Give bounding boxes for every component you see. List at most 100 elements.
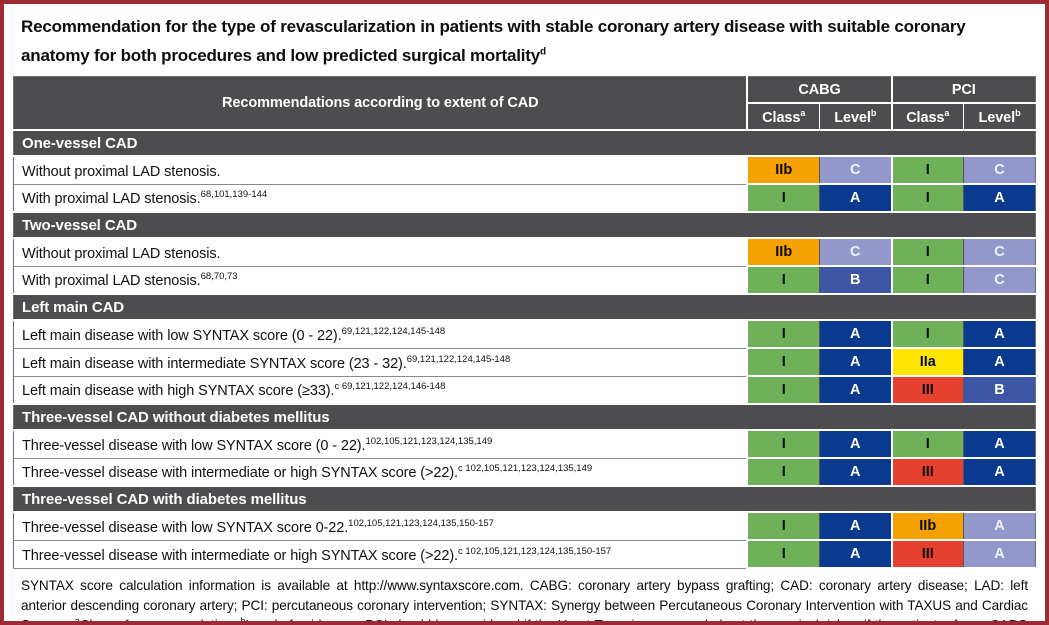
pci-level-badge: C: [963, 237, 1036, 268]
table-row: Without proximal LAD stenosis. IIb C I C: [13, 237, 1036, 268]
section-header-row: Three-vessel CAD without diabetes mellit…: [13, 403, 1036, 432]
pci-level-badge: A: [963, 183, 1036, 214]
row-references: 69,121,122,124,145-148: [341, 325, 446, 337]
table-row: Three-vessel disease with intermediate o…: [13, 457, 1036, 488]
cabg-level-badge: A: [818, 539, 892, 570]
header-recommendations: Recommendations according to extent of C…: [13, 76, 749, 131]
row-references: c 69,121,122,124,146-148: [334, 381, 446, 393]
header-pci: PCI: [890, 76, 1036, 105]
cabg-level-badge: C: [818, 237, 892, 268]
cabg-level-badge: A: [818, 511, 892, 542]
class-footnote-marker: a: [800, 108, 806, 119]
recommendations-table: Recommendations according to extent of C…: [13, 76, 1036, 570]
pci-level-badge: A: [963, 347, 1036, 378]
section-header-row: Two-vessel CAD: [13, 211, 1036, 240]
subheader-pci-class: Classa: [890, 103, 964, 132]
pci-class-badge: I: [890, 265, 964, 296]
section-header-row: Three-vessel CAD with diabetes mellitus: [13, 485, 1036, 514]
pci-class-badge: IIb: [890, 511, 964, 542]
section-header-two-vessel: Two-vessel CAD: [13, 211, 1036, 240]
pci-level-badge: A: [963, 511, 1036, 542]
pci-class-badge: I: [890, 319, 964, 350]
table-row: Left main disease with low SYNTAX score …: [13, 319, 1036, 350]
table-title: Recommendation for the type of revascula…: [13, 8, 1036, 76]
header-cabg: CABG: [746, 76, 892, 105]
pci-class-badge: I: [890, 237, 964, 268]
row-text: Without proximal LAD stenosis.: [22, 245, 221, 262]
cabg-level-badge: A: [818, 429, 892, 460]
cabg-class-badge: I: [746, 511, 820, 542]
pci-class-badge: I: [890, 429, 964, 460]
table-row: With proximal LAD stenosis.68,70,73 I B …: [13, 265, 1036, 296]
subheader-cabg-class: Classa: [746, 103, 820, 132]
pci-class-badge: I: [890, 183, 964, 214]
pci-class-badge: III: [890, 539, 964, 570]
cabg-class-badge: I: [746, 375, 820, 406]
row-text: With proximal LAD stenosis.: [22, 273, 201, 290]
subheader-cabg-level: Levelb: [818, 103, 892, 132]
table-title-text: Recommendation for the type of revascula…: [21, 17, 966, 66]
pci-class-badge: III: [890, 457, 964, 488]
subheader-pci-level: Levelb: [963, 103, 1036, 132]
level-footnote-marker: b: [1015, 108, 1021, 119]
table-title-footnote-marker: d: [540, 46, 546, 58]
row-references: 68,101,139-144: [200, 189, 268, 201]
class-footnote-marker: a: [944, 108, 950, 119]
row-text: Without proximal LAD stenosis.: [22, 163, 221, 180]
section-header-row: Left main CAD: [13, 293, 1036, 322]
cabg-level-badge: A: [818, 375, 892, 406]
cabg-level-badge: A: [818, 183, 892, 214]
row-references: c 102,105,121,123,124,135,149: [457, 463, 593, 475]
row-text: Left main disease with low SYNTAX score …: [22, 327, 342, 344]
table-row: Left main disease with high SYNTAX score…: [13, 375, 1036, 406]
row-text: Three-vessel disease with intermediate o…: [22, 465, 458, 482]
pci-class-badge: I: [890, 155, 964, 186]
row-references: 102,105,121,123,124,135,149: [365, 435, 493, 447]
table-row: With proximal LAD stenosis.68,101,139-14…: [13, 183, 1036, 214]
section-header-three-vessel-no-dm: Three-vessel CAD without diabetes mellit…: [13, 403, 1036, 432]
row-text: Three-vessel disease with intermediate o…: [22, 547, 458, 564]
pci-level-badge: C: [963, 265, 1036, 296]
cabg-level-badge: C: [818, 155, 892, 186]
row-references: 69,121,122,124,145-148: [406, 353, 511, 365]
footnote-class-note: Class of recommendation.: [80, 618, 241, 621]
footnote: SYNTAX score calculation information is …: [13, 569, 1036, 625]
pci-level-badge: C: [963, 155, 1036, 186]
table-row: Three-vessel disease with intermediate o…: [13, 539, 1036, 570]
table-row: Three-vessel disease with low SYNTAX sco…: [13, 429, 1036, 460]
section-header-row: One-vessel CAD: [13, 129, 1036, 158]
table-header: Recommendations according to extent of C…: [13, 76, 1036, 132]
section-header-three-vessel-dm: Three-vessel CAD with diabetes mellitus: [13, 485, 1036, 514]
cabg-class-badge: I: [746, 539, 820, 570]
cabg-class-badge: I: [746, 429, 820, 460]
row-text: Left main disease with intermediate SYNT…: [22, 355, 407, 372]
table-row: Without proximal LAD stenosis. IIb C I C: [13, 155, 1036, 186]
cabg-class-badge: I: [746, 265, 820, 296]
row-references: c 102,105,121,123,124,135,150-157: [457, 545, 612, 557]
pci-level-badge: A: [963, 539, 1036, 570]
row-text: With proximal LAD stenosis.: [22, 191, 201, 208]
cabg-class-badge: I: [746, 347, 820, 378]
cabg-level-badge: A: [818, 347, 892, 378]
cabg-class-badge: I: [746, 457, 820, 488]
pci-class-badge: IIa: [890, 347, 964, 378]
cabg-class-badge: IIb: [746, 237, 820, 268]
pci-class-badge: III: [890, 375, 964, 406]
table-row: Left main disease with intermediate SYNT…: [13, 347, 1036, 378]
row-text: Three-vessel disease with low SYNTAX sco…: [22, 437, 366, 454]
cabg-level-badge: B: [818, 265, 892, 296]
row-references: 68,70,73: [200, 271, 238, 283]
pci-level-badge: A: [963, 429, 1036, 460]
pci-level-badge: A: [963, 457, 1036, 488]
footnote-marker-a: a: [74, 616, 80, 625]
footnote-marker-b: b: [240, 616, 246, 625]
row-text: Left main disease with high SYNTAX score…: [22, 383, 335, 400]
cabg-level-badge: A: [818, 319, 892, 350]
pci-level-badge: B: [963, 375, 1036, 406]
cabg-class-badge: I: [746, 319, 820, 350]
section-header-one-vessel: One-vessel CAD: [13, 129, 1036, 158]
row-text: Three-vessel disease with low SYNTAX sco…: [22, 519, 349, 536]
cabg-level-badge: A: [818, 457, 892, 488]
cabg-class-badge: I: [746, 183, 820, 214]
